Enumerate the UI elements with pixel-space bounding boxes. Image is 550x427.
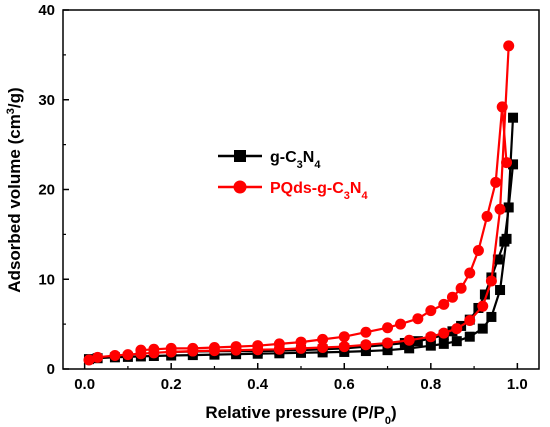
pqds-g-c3n4-desorption-line xyxy=(140,106,508,352)
g-c3n4-adsorption-point xyxy=(508,112,519,123)
x-tick-label: 1.0 xyxy=(507,376,528,393)
pqds-g-c3n4-desorption-point xyxy=(187,342,199,354)
pqds-g-c3n4-adsorption-point xyxy=(92,351,104,363)
pqds-g-c3n4-desorption-point xyxy=(472,245,484,257)
pqds-g-c3n4-adsorption-point xyxy=(438,327,450,339)
pqds-g-c3n4-desorption-point xyxy=(490,176,502,188)
pqds-g-c3n4-desorption-point xyxy=(481,210,493,222)
y-tick-label: 10 xyxy=(38,271,55,288)
g-c3n4-adsorption-line xyxy=(88,117,515,361)
pqds-g-c3n4-desorption-point xyxy=(382,322,394,334)
g-c3n4-desorption-point xyxy=(412,336,423,347)
g-c3n4-adsorption-point xyxy=(486,311,497,322)
pqds-g-c3n4-adsorption-point xyxy=(477,300,489,312)
x-tick-label: 0.8 xyxy=(420,376,441,393)
pqds-g-c3n4-adsorption-point xyxy=(464,315,476,327)
pqds-g-c3n4-adsorption-point xyxy=(425,331,437,343)
pqds-g-c3n4-desorption-point xyxy=(501,157,513,169)
pqds-g-c3n4-adsorption-point xyxy=(317,341,329,353)
g-c3n4-adsorption-point xyxy=(464,331,475,342)
y-tick-label: 0 xyxy=(47,361,55,378)
pqds-g-c3n4-desorption-point xyxy=(208,341,220,353)
pqds-g-c3n4-desorption-point xyxy=(135,344,147,356)
pqds-g-c3n4-adsorption-point xyxy=(338,341,350,353)
pqds-g-c3n4-desorption-point xyxy=(438,298,450,310)
pqds-g-c3n4-desorption-point xyxy=(412,313,424,325)
g-c3n4-adsorption-point xyxy=(477,323,488,334)
series-pqds-g-c3n4 xyxy=(83,40,515,366)
y-tick-label: 20 xyxy=(38,182,55,199)
series-layer xyxy=(83,40,519,366)
pqds-g-c3n4-adsorption-point xyxy=(451,323,463,335)
y-axis-ticks: 0 10 20 30 40 xyxy=(38,2,69,378)
legend-item-g-c3n4: g-C3N4 xyxy=(218,149,321,171)
pqds-g-c3n4-desorption-point xyxy=(446,291,458,303)
pqds-g-c3n4-adsorption-line xyxy=(88,45,510,362)
pqds-g-c3n4-adsorption-point xyxy=(122,349,134,361)
legend: g-C3N4 PQds-g-C3N4 xyxy=(218,149,368,202)
pqds-g-c3n4-desorption-point xyxy=(360,326,372,338)
plot-area: 0.0 0.2 0.4 0.6 0.8 1.0 0 10 20 30 40 xyxy=(38,2,540,393)
pqds-g-c3n4-adsorption-point xyxy=(382,337,394,349)
legend-marker-g-c3n4 xyxy=(234,150,246,162)
x-tick-label: 0.2 xyxy=(161,376,182,393)
x-tick-label: 0.6 xyxy=(334,376,355,393)
pqds-g-c3n4-desorption-point xyxy=(295,336,307,348)
pqds-g-c3n4-desorption-point xyxy=(165,342,177,354)
legend-item-pqds-g-c3n4: PQds-g-C3N4 xyxy=(218,180,368,202)
pqds-g-c3n4-desorption-point xyxy=(252,340,264,352)
pqds-g-c3n4-desorption-point xyxy=(230,341,242,353)
legend-label-g-c3n4: g-C3N4 xyxy=(270,149,321,171)
g-c3n4-adsorption-point xyxy=(438,338,449,349)
g-c3n4-desorption-point xyxy=(508,159,519,170)
pqds-g-c3n4-desorption-point xyxy=(148,343,160,355)
g-c3n4-desorption-point xyxy=(492,254,503,265)
g-c3n4-adsorption-point xyxy=(404,343,415,354)
legend-label-pqds-g-c3n4: PQds-g-C3N4 xyxy=(270,180,368,202)
x-axis-title: Relative pressure (P/P0) xyxy=(205,403,396,427)
pqds-g-c3n4-adsorption-point xyxy=(403,334,415,346)
x-tick-label: 0.0 xyxy=(74,376,95,393)
y-axis-title: Adsorbed volume (cm3/g) xyxy=(5,87,24,292)
pqds-g-c3n4-desorption-point xyxy=(464,267,476,279)
g-c3n4-adsorption-point xyxy=(495,285,506,296)
pqds-g-c3n4-desorption-point xyxy=(273,338,285,350)
g-c3n4-adsorption-point xyxy=(425,340,436,351)
g-c3n4-adsorption-point xyxy=(382,345,393,356)
g-c3n4-desorption-point xyxy=(479,289,490,300)
pqds-g-c3n4-desorption-point xyxy=(425,305,437,317)
pqds-g-c3n4-adsorption-point xyxy=(360,339,372,351)
pqds-g-c3n4-desorption-point xyxy=(317,333,329,345)
pqds-g-c3n4-adsorption-point xyxy=(494,203,506,215)
pqds-g-c3n4-desorption-point xyxy=(455,282,467,294)
pqds-g-c3n4-adsorption-point xyxy=(485,275,497,287)
x-axis-ticks: 0.0 0.2 0.4 0.6 0.8 1.0 xyxy=(74,363,528,393)
pqds-g-c3n4-adsorption-point xyxy=(83,354,95,366)
y-tick-label: 40 xyxy=(38,2,55,19)
g-c3n4-desorption-point xyxy=(499,236,510,247)
legend-marker-pqds-g-c3n4 xyxy=(233,180,247,194)
pqds-g-c3n4-desorption-point xyxy=(395,318,407,330)
pqds-g-c3n4-desorption-point xyxy=(496,101,508,113)
pqds-g-c3n4-adsorption-point xyxy=(503,40,515,52)
pqds-g-c3n4-adsorption-point xyxy=(109,350,121,362)
g-c3n4-desorption-point xyxy=(503,202,514,213)
pqds-g-c3n4-desorption-point xyxy=(338,331,350,343)
x-tick-label: 0.4 xyxy=(247,376,269,393)
y-tick-label: 30 xyxy=(38,92,55,109)
g-c3n4-adsorption-point xyxy=(451,336,462,347)
